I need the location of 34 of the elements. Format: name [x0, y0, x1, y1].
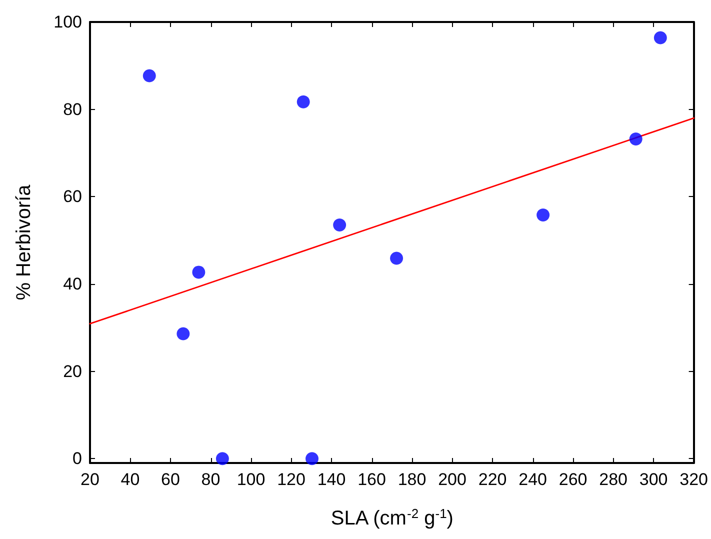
x-tick-label: 180 — [398, 470, 426, 489]
x-tick-label: 200 — [438, 470, 466, 489]
x-tick-label: 240 — [518, 470, 547, 489]
x-tick-label: 120 — [277, 470, 306, 489]
x-tick-label: 20 — [80, 470, 100, 489]
x-tick-label: 220 — [478, 470, 507, 489]
y-tick-label: 80 — [63, 100, 82, 119]
x-tick-label: 260 — [558, 470, 588, 489]
x-tick-label: 320 — [680, 470, 708, 489]
point — [306, 452, 319, 466]
point — [296, 95, 310, 108]
point — [629, 132, 642, 146]
y-tick-label: 100 — [54, 12, 82, 32]
point — [176, 327, 190, 340]
point — [536, 208, 550, 222]
x-tick-label: 60 — [161, 470, 180, 489]
y-axis-title: % Herbivoría — [13, 184, 35, 300]
point — [142, 69, 156, 82]
x-tick-label: 100 — [236, 470, 266, 489]
y-tick-label: 60 — [63, 187, 82, 206]
x-tick-label: 40 — [120, 470, 140, 489]
point — [192, 266, 206, 279]
y-tick-label: 40 — [63, 274, 82, 294]
x-tick-label: 280 — [599, 470, 628, 489]
x-tick-label: 160 — [358, 470, 386, 489]
point — [654, 31, 667, 44]
point — [216, 452, 229, 466]
x-tick-label: 140 — [317, 470, 346, 489]
point — [333, 218, 346, 232]
point — [390, 252, 404, 265]
x-tick-label: 80 — [201, 470, 220, 489]
y-tick-label: 20 — [63, 362, 82, 381]
x-tick-label: 300 — [639, 470, 668, 489]
y-tick-label: 0 — [72, 449, 82, 468]
